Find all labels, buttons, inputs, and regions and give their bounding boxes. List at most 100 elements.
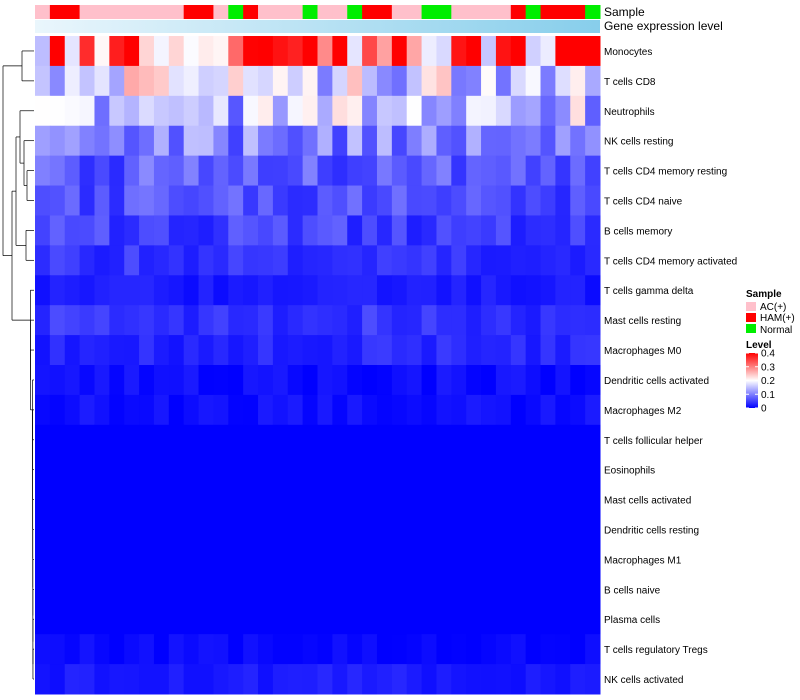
heatmap-cell xyxy=(258,574,274,605)
heatmap-cell xyxy=(555,215,571,246)
heatmap-cell xyxy=(228,335,244,366)
heatmap-cell xyxy=(168,245,185,276)
heatmap-cell xyxy=(495,634,512,665)
heatmap-cell xyxy=(109,424,125,456)
heatmap-cell xyxy=(302,544,318,575)
heatmap-cell xyxy=(376,424,393,456)
sample-annotation-cell xyxy=(198,5,214,19)
heatmap-cell xyxy=(540,574,556,605)
heatmap-cell xyxy=(124,95,140,127)
heatmap-cell xyxy=(49,335,66,366)
heatmap-cell xyxy=(585,574,601,605)
heatmap-cell xyxy=(243,365,259,396)
heatmap-cell xyxy=(49,514,66,545)
legend-swatch-ac xyxy=(746,302,756,311)
sample-annotation-label: Sample xyxy=(604,5,645,19)
heatmap-cell xyxy=(525,215,542,246)
heatmap-cell xyxy=(362,394,378,426)
heatmap-cell xyxy=(451,305,467,336)
sample-annotation-cell xyxy=(168,5,185,19)
heatmap-cell xyxy=(585,365,601,396)
heatmap-cell xyxy=(451,424,467,456)
heatmap-cell xyxy=(555,125,571,157)
heatmap-cell xyxy=(287,484,304,516)
heatmap-cell xyxy=(347,424,363,456)
heatmap-cell xyxy=(525,664,542,695)
heatmap-cell xyxy=(451,36,467,67)
heatmap-cell xyxy=(332,604,348,635)
heatmap-cell xyxy=(391,514,408,545)
heatmap-cell xyxy=(79,574,95,605)
heatmap-cell xyxy=(94,394,110,426)
heatmap-cell xyxy=(317,125,333,157)
heatmap-cell xyxy=(272,604,289,635)
heatmap-cell xyxy=(466,125,482,157)
heatmap-cell xyxy=(302,36,318,67)
heatmap-cell xyxy=(228,245,244,276)
heatmap-cell xyxy=(168,305,185,336)
heatmap-cell xyxy=(391,574,408,605)
sample-annotation-cell xyxy=(570,5,586,19)
heatmap-cell xyxy=(258,65,274,97)
row-label: Mast cells activated xyxy=(604,496,691,507)
heatmap-cell xyxy=(451,514,467,545)
heatmap-cell xyxy=(347,454,363,486)
heatmap-cell xyxy=(451,634,467,665)
sample-annotation-cell xyxy=(49,5,66,19)
heatmap-cell xyxy=(272,514,289,545)
heatmap-cell xyxy=(153,185,170,216)
heatmap-cell xyxy=(481,424,497,456)
heatmap-cell xyxy=(540,36,556,67)
heatmap-cell xyxy=(183,185,200,216)
heatmap-cell xyxy=(124,365,140,396)
heatmap-cell xyxy=(49,305,66,336)
heatmap-cell xyxy=(228,634,244,665)
heatmap-cell xyxy=(555,664,571,695)
heatmap-cell xyxy=(317,424,333,456)
heatmap-cell xyxy=(570,245,586,276)
heatmap-cell xyxy=(347,394,363,426)
heatmap-cell xyxy=(481,305,497,336)
heatmap-cell xyxy=(139,65,155,97)
heatmap-cell xyxy=(64,394,81,426)
heatmap-cell xyxy=(153,514,170,545)
sample-annotation-cell xyxy=(451,5,467,19)
heatmap-cell xyxy=(481,365,497,396)
level-ticks: 0.4 0.3 0.2 0.1 0 xyxy=(746,349,775,415)
heatmap-cell xyxy=(332,664,348,695)
row-label: NK cells resting xyxy=(604,137,673,148)
heatmap-cell xyxy=(451,155,467,187)
heatmap-cell xyxy=(183,664,200,695)
heatmap-cell xyxy=(555,514,571,545)
heatmap-cell xyxy=(272,335,289,366)
heatmap-cell xyxy=(436,365,452,396)
level-tick-label: 0.3 xyxy=(761,362,775,373)
heatmap-cell xyxy=(243,275,259,306)
heatmap-cell xyxy=(35,305,51,336)
heatmap-cell xyxy=(94,514,110,545)
sample-annotation-cell xyxy=(302,5,318,19)
heatmap-cell xyxy=(153,335,170,366)
heatmap-cell xyxy=(64,544,81,575)
heatmap-cell xyxy=(436,155,452,187)
heatmap-cell xyxy=(153,155,170,187)
heatmap-cell xyxy=(510,215,527,246)
sample-annotation-cell xyxy=(183,5,200,19)
heatmap-cell xyxy=(391,544,408,575)
heatmap-cell xyxy=(540,454,556,486)
heatmap-cell xyxy=(213,544,229,575)
heatmap-cell xyxy=(525,335,542,366)
heatmap-cell xyxy=(243,245,259,276)
heatmap-cell xyxy=(332,215,348,246)
heatmap-cell xyxy=(139,664,155,695)
heatmap-cell xyxy=(332,245,348,276)
heatmap-cell xyxy=(376,125,393,157)
heatmap-cell xyxy=(376,275,393,306)
heatmap-cell xyxy=(228,65,244,97)
heatmap-cell xyxy=(258,484,274,516)
heatmap-cell xyxy=(481,604,497,635)
heatmap-cell xyxy=(109,185,125,216)
heatmap-cell xyxy=(510,335,527,366)
heatmap-cell xyxy=(525,36,542,67)
heatmap-cell xyxy=(421,275,437,306)
